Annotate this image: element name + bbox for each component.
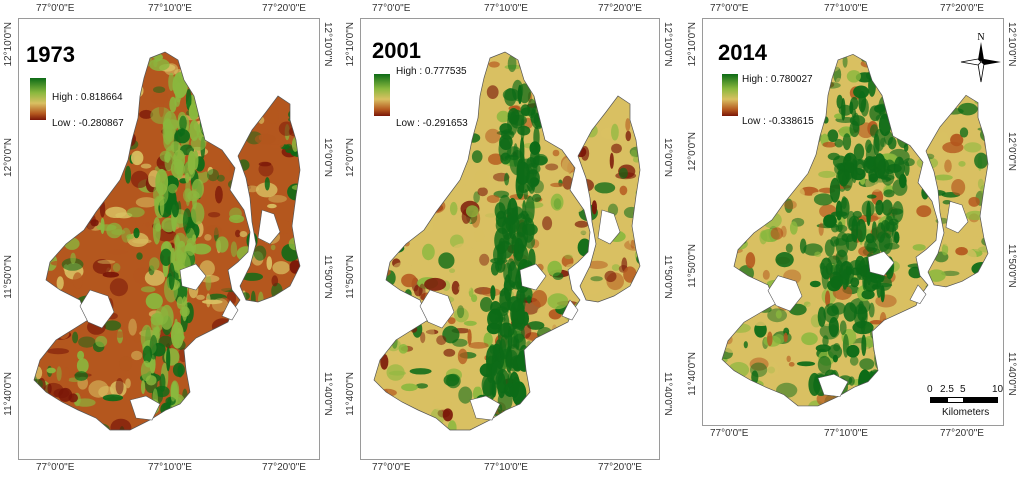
bottom-tick-3: 77°20'0"E xyxy=(598,462,642,473)
top-tick-1: 77°0'0"E xyxy=(36,3,75,14)
right-tick-2: 12°0'0"N xyxy=(322,138,333,177)
forest-region xyxy=(373,51,641,431)
top-tick-2: 77°10'0"E xyxy=(484,3,528,14)
scale-unit: Kilometers xyxy=(942,407,990,418)
top-tick-1: 77°0'0"E xyxy=(372,3,411,14)
north-arrow-icon: N xyxy=(960,32,1001,83)
top-tick-2: 77°10'0"E xyxy=(824,3,868,14)
right-tick-4: 11°40'0"N xyxy=(1006,352,1017,396)
right-tick-3: 11°50'0"N xyxy=(322,255,333,299)
left-tick-2: 12°0'0"N xyxy=(345,138,356,177)
left-tick-4: 11°40'0"N xyxy=(345,372,356,416)
ndvi-legend-bar xyxy=(374,74,390,116)
bottom-tick-2: 77°10'0"E xyxy=(148,462,192,473)
right-tick-1: 12°10'0"N xyxy=(1006,22,1017,67)
legend-high: High : 0.818664 xyxy=(52,92,123,103)
top-tick-1: 77°0'0"E xyxy=(710,3,749,14)
top-tick-2: 77°10'0"E xyxy=(148,3,192,14)
left-tick-4: 11°40'0"N xyxy=(687,352,698,396)
left-tick-3: 11°50'0"N xyxy=(345,255,356,299)
bottom-tick-3: 77°20'0"E xyxy=(262,462,306,473)
bottom-tick-1: 77°0'0"E xyxy=(372,462,411,473)
scale-tick-2-5: 2.5 xyxy=(940,384,954,395)
scale-bar xyxy=(930,397,998,403)
panel-year: 2014 xyxy=(718,40,767,65)
map-svg xyxy=(373,51,641,431)
top-tick-3: 77°20'0"E xyxy=(598,3,642,14)
top-tick-3: 77°20'0"E xyxy=(262,3,306,14)
ndvi-legend-bar xyxy=(30,78,46,120)
left-tick-2: 12°0'0"N xyxy=(687,132,698,171)
left-tick-1: 12°10'0"N xyxy=(345,22,356,67)
map-panel-2001: 77°0'0"E 77°10'0"E 77°20'0"E 77°0'0"E 77… xyxy=(342,0,682,478)
right-tick-2: 12°0'0"N xyxy=(1006,132,1017,171)
bottom-tick-2: 77°10'0"E xyxy=(824,428,868,439)
left-tick-3: 11°50'0"N xyxy=(3,255,14,299)
scale-tick-5: 5 xyxy=(960,384,966,395)
ndvi-legend-bar xyxy=(722,74,738,116)
top-tick-3: 77°20'0"E xyxy=(940,3,984,14)
right-tick-3: 11°50'0"N xyxy=(1006,244,1017,288)
north-label: N xyxy=(977,32,984,43)
right-tick-1: 12°10'0"N xyxy=(322,22,333,67)
bottom-tick-1: 77°0'0"E xyxy=(36,462,75,473)
panel-year: 1973 xyxy=(26,42,75,67)
left-tick-3: 11°50'0"N xyxy=(687,244,698,288)
map-svg xyxy=(33,51,301,431)
right-tick-1: 12°10'0"N xyxy=(662,22,673,67)
map-panel-1973: 77°0'0"E 77°10'0"E 77°20'0"E 77°0'0"E 77… xyxy=(0,0,340,478)
legend-high: High : 0.780027 xyxy=(742,74,813,85)
right-tick-2: 12°0'0"N xyxy=(662,138,673,177)
map-svg xyxy=(721,53,989,407)
left-tick-1: 12°10'0"N xyxy=(3,22,14,67)
right-tick-3: 11°50'0"N xyxy=(662,255,673,299)
map-panel-2014: 77°0'0"E 77°10'0"E 77°20'0"E 77°0'0"E 77… xyxy=(684,0,1024,478)
left-tick-4: 11°40'0"N xyxy=(3,372,14,416)
forest-region xyxy=(721,53,989,407)
right-tick-4: 11°40'0"N xyxy=(662,372,673,416)
right-tick-4: 11°40'0"N xyxy=(322,372,333,416)
left-tick-2: 12°0'0"N xyxy=(3,138,14,177)
legend-low: Low : -0.280867 xyxy=(52,118,124,129)
legend-high: High : 0.777535 xyxy=(396,66,467,77)
scale-tick-10: 10 xyxy=(992,384,1004,395)
scale-tick-0: 0 xyxy=(927,384,933,395)
legend-low: Low : -0.291653 xyxy=(396,118,468,129)
legend-low: Low : -0.338615 xyxy=(742,116,814,127)
left-tick-1: 12°10'0"N xyxy=(687,22,698,67)
panel-year: 2001 xyxy=(372,38,421,63)
bottom-tick-3: 77°20'0"E xyxy=(940,428,984,439)
bottom-tick-2: 77°10'0"E xyxy=(484,462,528,473)
bottom-tick-1: 77°0'0"E xyxy=(710,428,749,439)
